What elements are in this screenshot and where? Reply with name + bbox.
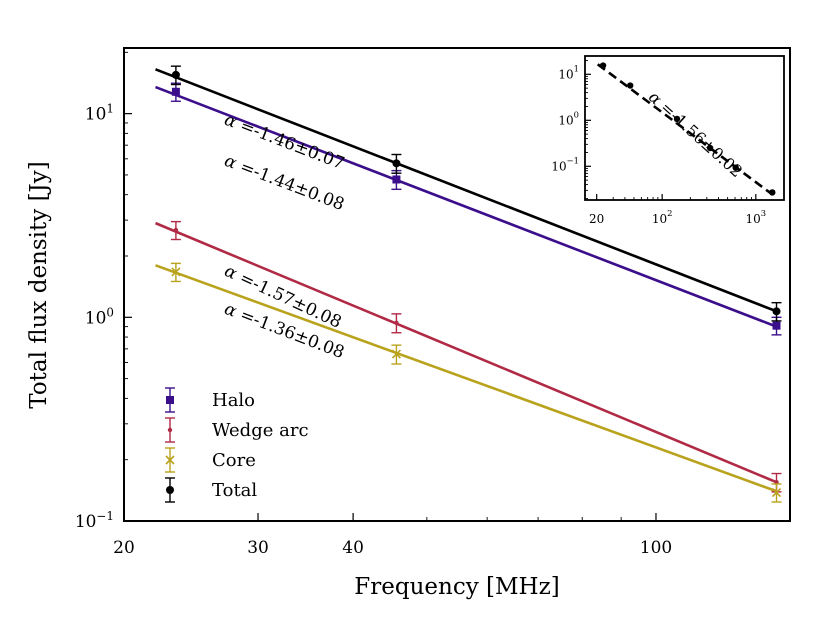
inset-plot-frame: [584, 55, 785, 201]
main-data-points: [170, 65, 782, 503]
y-tick-label: 101: [85, 102, 114, 125]
main-plot-frame: [123, 47, 791, 522]
y-axis-label: Total flux density [Jy]: [26, 161, 52, 408]
data-point: [394, 320, 399, 325]
fit-line-wedge-arc: [155, 221, 778, 484]
inset-fit-line-total: [596, 63, 774, 196]
legend-marker: [166, 396, 174, 404]
inset-y-tick-label: 100: [558, 109, 579, 127]
inset-data-point: [627, 82, 634, 89]
data-point: [171, 267, 181, 277]
legend-item: Halo: [165, 387, 255, 413]
data-point: [171, 87, 180, 96]
legend-label: Halo: [212, 390, 255, 411]
legend-label: Wedge arc: [212, 420, 309, 441]
legend-label: Total: [212, 480, 257, 501]
legend-item: Core: [165, 447, 256, 473]
legend-item: Wedge arc: [165, 417, 309, 443]
inset-data-points: [599, 62, 776, 196]
x-tick-label: 100: [640, 538, 672, 558]
inset-x-tick-label: 20: [589, 212, 604, 226]
inset-data-point: [732, 164, 739, 171]
inset-x-tick-label: 103: [745, 208, 766, 226]
legend-marker: [165, 455, 175, 465]
inset-data-point: [769, 189, 776, 196]
data-point: [392, 159, 401, 168]
main-fit-annotations: α =-1.46±0.07α =-1.44±0.08α =-1.57±0.08α…: [221, 110, 347, 363]
inset-data-point: [599, 62, 607, 69]
inset-axis-ticks: 20 102 103 10−1 100 101: [551, 60, 766, 226]
y-tick-label: 100: [85, 305, 114, 328]
fit-line-core: [155, 264, 777, 493]
inset-fit-line: [596, 63, 774, 196]
legend: Halo Wedge arc Core Total: [165, 387, 309, 503]
inset-x-tick-label: 102: [652, 208, 673, 226]
data-point: [772, 307, 781, 316]
data-point: [771, 487, 782, 498]
x-axis-label: Frequency [MHz]: [354, 574, 559, 600]
x-tick-label: 30: [247, 538, 269, 558]
inset-y-tick-label: 101: [558, 63, 579, 81]
data-point: [392, 175, 401, 184]
legend-item: Total: [165, 477, 257, 503]
inset-y-tick-label: 10−1: [551, 155, 579, 173]
fit-line-halo: [155, 85, 777, 328]
main-axis-ticks: 20 30 40 100 10−1 100 101: [75, 51, 672, 558]
inset-data-point: [673, 115, 681, 123]
data-point: [173, 227, 179, 233]
data-point: [171, 70, 180, 79]
inset-background: [585, 56, 784, 200]
legend-marker: [166, 486, 174, 494]
fit-line-total: [155, 68, 777, 313]
y-tick-label: 10−1: [75, 509, 114, 532]
legend-label: Core: [212, 450, 256, 471]
legend-marker: [167, 427, 173, 433]
main-fit-lines: [155, 68, 778, 493]
x-tick-label: 40: [342, 538, 364, 558]
x-tick-label: 20: [113, 538, 135, 558]
data-point: [391, 349, 401, 359]
data-point: [772, 321, 781, 330]
inset-data-point: [706, 144, 714, 152]
